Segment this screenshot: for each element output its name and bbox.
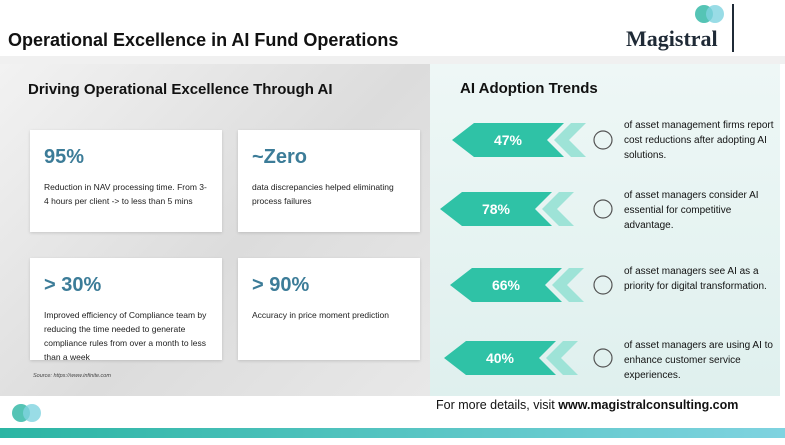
trend-arrow	[440, 192, 552, 226]
trend-icon	[593, 275, 613, 295]
trend-icon	[593, 199, 613, 219]
trend-text: of asset management firms report cost re…	[624, 120, 774, 161]
trend-text: of asset managers are using AI to enhanc…	[624, 340, 773, 381]
trend-arrow	[444, 341, 556, 375]
trend-icon	[593, 130, 613, 150]
trend-arrow	[452, 123, 564, 157]
footer-text: For more details, visit	[436, 398, 555, 412]
trend-chevron	[542, 192, 574, 226]
trend-value: 66%	[492, 277, 521, 293]
trend-arrow	[450, 268, 562, 302]
left-heading: Driving Operational Excellence Through A…	[28, 81, 333, 98]
right-panel	[430, 64, 780, 396]
stat-text: Improved efficiency of Compliance team b…	[44, 310, 207, 362]
trend-value: 78%	[482, 201, 511, 217]
logo-text: Magistral	[626, 26, 718, 51]
stat-card: ~Zero data discrepancies helped eliminat…	[238, 130, 420, 232]
trend-chevron	[552, 268, 584, 302]
stat-text: data discrepancies helped eliminating pr…	[252, 182, 394, 206]
trend-icon	[593, 348, 613, 368]
stat-value: 95%	[44, 146, 85, 168]
trend-value: 40%	[486, 350, 515, 366]
slide-title: Operational Excellence in AI Fund Operat…	[8, 30, 399, 50]
stat-value: ~Zero	[252, 146, 308, 168]
stat-card: > 30% Improved efficiency of Compliance …	[30, 258, 222, 362]
stat-card: 95% Reduction in NAV processing time. Fr…	[30, 130, 222, 232]
footer-bar	[0, 428, 785, 438]
stat-card: > 90% Accuracy in price moment predictio…	[238, 258, 420, 360]
trend-text: of asset managers consider AI essential …	[624, 190, 759, 231]
logo-mark	[695, 4, 734, 52]
trend-chevron	[554, 123, 586, 157]
source-note: Source: https://www.infinite.com	[33, 373, 111, 379]
footer-url[interactable]: www.magistralconsulting.com	[558, 398, 739, 412]
stat-value: > 30%	[44, 274, 102, 296]
trend-text: of asset managers see AI as a priority f…	[624, 266, 767, 292]
header-band	[0, 56, 785, 64]
footer: For more details, visit www.magistralcon…	[436, 398, 738, 412]
trend-chevron	[546, 341, 578, 375]
trend-value: 47%	[494, 132, 523, 148]
footer-logo	[12, 404, 41, 422]
stat-text: Reduction in NAV processing time. From 3…	[44, 182, 207, 206]
right-heading: AI Adoption Trends	[460, 80, 598, 97]
stat-value: > 90%	[252, 274, 310, 296]
stat-text: Accuracy in price moment prediction	[252, 310, 390, 320]
